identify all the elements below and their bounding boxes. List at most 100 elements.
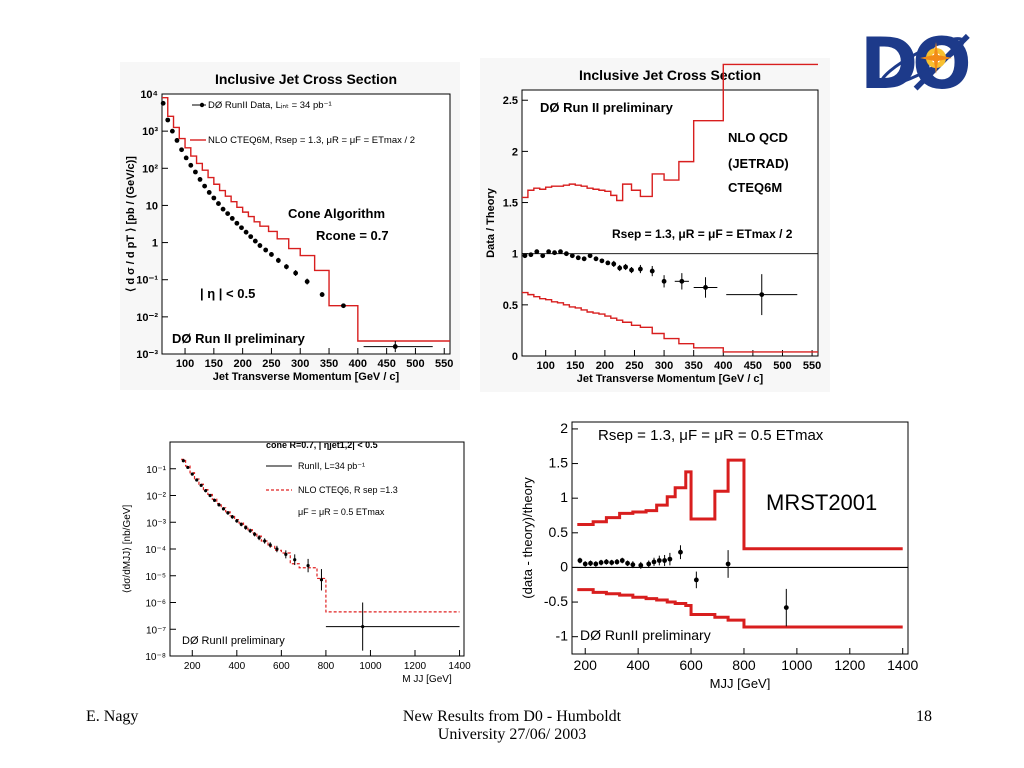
data-point [239, 225, 244, 231]
data-point [186, 465, 190, 470]
data-point [623, 264, 628, 270]
data-point [693, 577, 699, 583]
data-point [293, 558, 297, 562]
data-point [614, 559, 620, 565]
data-point [188, 162, 194, 168]
data-point [581, 256, 587, 262]
x-tick-label: 450 [744, 360, 762, 372]
data-point [630, 562, 636, 568]
x-tick-label: 1000 [359, 661, 382, 672]
data-point [211, 195, 217, 201]
data-point [662, 558, 667, 563]
data-point [558, 249, 563, 255]
data-point [253, 532, 257, 536]
x-axis-label: Jet Transverse Momentum [GeV / c] [213, 371, 400, 383]
y-tick-label: 10⁻⁷ [146, 625, 166, 636]
y-tick-label: 1 [512, 249, 518, 261]
data-point [257, 536, 261, 540]
data-point [195, 478, 199, 482]
annotation-rcone: Rcone = 0.7 [316, 228, 389, 243]
y-tick-label: 10⁻³ [146, 518, 166, 529]
data-point [220, 206, 226, 212]
x-tick-label: 550 [803, 360, 821, 372]
y-tick-label: 10⁻⁵ [145, 572, 166, 583]
data-point [181, 459, 185, 463]
data-point [522, 253, 528, 259]
x-tick-label: 1400 [448, 661, 471, 672]
data-point [341, 303, 346, 309]
data-point [284, 552, 288, 556]
data-point [275, 258, 281, 263]
data-point [225, 211, 231, 217]
data-point [629, 267, 634, 273]
data-point [235, 519, 239, 523]
x-tick-label: 350 [685, 360, 703, 372]
data-point [230, 515, 234, 519]
annotation-eta-cut: | η | < 0.5 [200, 286, 255, 301]
data-point [587, 253, 593, 259]
data-point [248, 529, 252, 533]
y-tick-label: 2 [512, 146, 518, 158]
theory-step-line [162, 97, 450, 342]
x-tick-label: 300 [291, 358, 309, 370]
x-tick-label: 300 [655, 360, 673, 372]
data-point [392, 344, 398, 349]
y-tick-label: -1 [556, 628, 569, 644]
x-axis-label: MJJ [GeV] [710, 676, 771, 690]
x-tick-label: 600 [273, 661, 290, 672]
data-point [165, 117, 171, 123]
chart-dijet-relative-difference: 200 400 600 800 1000 1200 1400 -1 -0.5 0 0.5 1 1.5 2 M… [508, 408, 932, 690]
data-point [197, 177, 203, 182]
data-point [263, 247, 269, 253]
x-tick-label: 1400 [887, 657, 918, 673]
data-point [552, 250, 557, 256]
data-point [667, 556, 673, 562]
data-point [646, 561, 652, 567]
data-point [179, 147, 184, 153]
x-tick-label: 500 [406, 358, 424, 370]
x-tick-label: 400 [228, 661, 245, 672]
plot-frame [169, 441, 465, 657]
x-axis-label: M JJ [GeV] [402, 674, 452, 685]
annotation-preliminary: DØ Run II preliminary [540, 100, 674, 115]
x-tick-label: 200 [574, 657, 598, 673]
data-point [605, 260, 611, 266]
plot-frame [521, 89, 819, 357]
data-point [160, 100, 166, 106]
data-point [679, 278, 685, 284]
data-point [540, 253, 546, 259]
data-point [593, 256, 599, 262]
data-point [599, 258, 605, 264]
y-tick-label: 10⁻³ [136, 349, 158, 361]
data-point [226, 511, 230, 515]
y-tick-label: 10⁻² [136, 312, 158, 324]
footer-title: New Results from D0 - Humboldt Universit… [320, 708, 704, 744]
data-point [174, 138, 180, 143]
x-axis-label: Jet Transverse Momentum [GeV / c] [577, 373, 764, 385]
x-tick-label: 350 [320, 358, 338, 370]
data-point [575, 255, 581, 261]
data-point [169, 128, 175, 134]
data-point [546, 249, 552, 255]
x-tick-label: 550 [435, 358, 453, 370]
annotation-scale: Rsep = 1.3, μF = μR = 0.5 ETmax [598, 427, 824, 444]
data-point [284, 264, 289, 270]
chart-title: Inclusive Jet Cross Section [579, 67, 761, 83]
data-point [212, 498, 217, 502]
y-tick-label: 10³ [142, 126, 158, 138]
legend-theory-label: NLO CTEQ6M, Rsep = 1.3, μR = μF = ETmax … [208, 135, 415, 146]
data-point [609, 560, 615, 565]
band-upper-line [577, 458, 903, 551]
data-point [638, 266, 643, 272]
data-point [361, 624, 365, 629]
data-point [263, 539, 267, 543]
chart-data-over-theory: 100 150 200 250 300 350 400 450 500 550 0 0.5 1 1.5 2 2… [480, 58, 830, 392]
data-point [617, 265, 623, 271]
y-tick-label: 0 [560, 558, 568, 574]
y-tick-label: 10⁴ [140, 89, 158, 101]
data-point [268, 543, 272, 547]
footer-author: E. Nagy [86, 708, 139, 725]
data-point [248, 234, 254, 240]
y-tick-label: 1.5 [549, 455, 569, 471]
data-point [199, 483, 203, 487]
